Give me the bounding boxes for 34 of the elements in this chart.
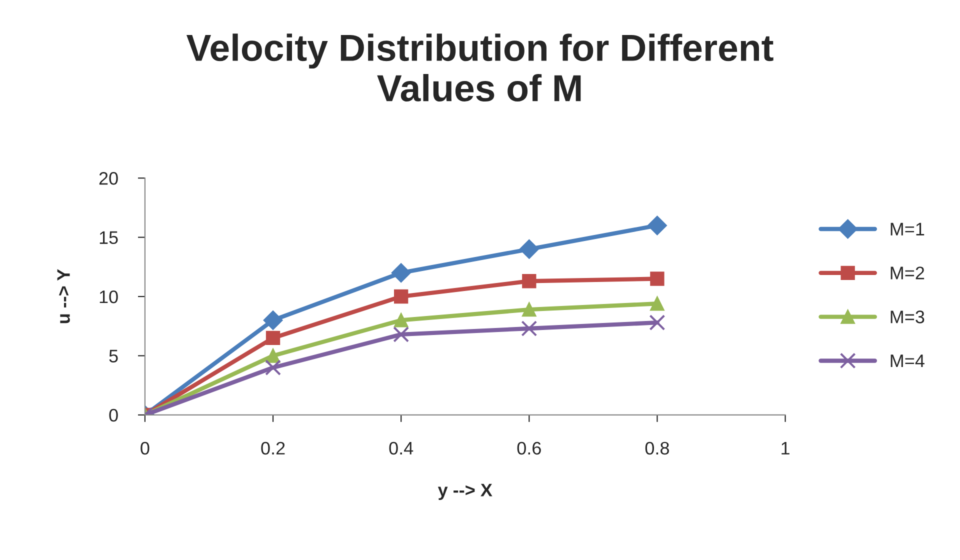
x-axis-title: y --> X <box>438 484 492 500</box>
point <box>522 274 536 288</box>
x-tick-label: 1 <box>782 442 790 454</box>
point <box>394 313 408 328</box>
legend-label: M=4 <box>890 354 924 368</box>
y-tick-label: 5 <box>109 350 118 362</box>
point <box>522 302 536 317</box>
y-axis-title: u --> Y <box>57 269 70 324</box>
x-tick-label: 0.4 <box>389 442 414 455</box>
point <box>649 314 666 331</box>
point <box>393 326 410 342</box>
point <box>648 216 667 236</box>
y-tick-label: 15 <box>100 231 118 244</box>
point <box>263 310 283 330</box>
y-tick-label: 20 <box>99 172 118 185</box>
point <box>266 348 280 363</box>
legend-label: M=2 <box>890 266 924 280</box>
point <box>650 296 664 311</box>
x-tick-label: 0.6 <box>517 442 541 455</box>
point <box>265 360 282 376</box>
y-tick-label: 0 <box>109 408 118 422</box>
y-tick-label: 10 <box>100 290 118 304</box>
x-tick-label: 0.8 <box>645 442 669 455</box>
point <box>521 320 538 336</box>
point <box>650 272 664 286</box>
legend-label: M=1 <box>890 222 924 236</box>
point <box>394 289 408 304</box>
point <box>519 239 539 259</box>
x-tick-label: 0.2 <box>261 442 285 455</box>
point <box>391 263 411 283</box>
x-tick-label: 0 <box>140 442 150 455</box>
chart-title: Velocity Distribution for Different Values of M <box>186 34 774 102</box>
legend-label: M=3 <box>890 310 924 324</box>
point <box>266 330 280 346</box>
